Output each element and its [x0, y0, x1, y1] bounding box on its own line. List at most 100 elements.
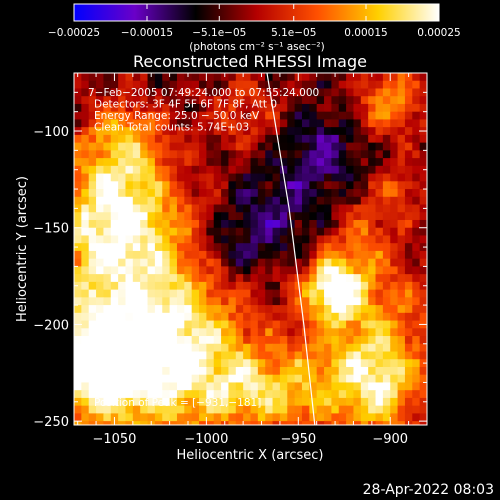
heatmap-cell: [235, 243, 244, 252]
heatmap-cell: [88, 250, 97, 260]
heatmap-cell: [243, 305, 251, 314]
heatmap-cell: [390, 80, 399, 89]
heatmap-cell: [140, 165, 149, 175]
heatmap-cell: [279, 142, 288, 151]
heatmap-cell: [243, 134, 251, 144]
heatmap-cell: [221, 328, 229, 337]
heatmap-cell: [213, 150, 222, 159]
heatmap-cell: [294, 289, 303, 298]
heatmap-cell: [221, 127, 229, 136]
heatmap-cell: [324, 219, 332, 229]
heatmap-cell: [74, 158, 82, 167]
heatmap-cell: [184, 405, 193, 414]
heatmap-cell: [250, 96, 259, 105]
heatmap-cell: [191, 343, 200, 353]
heatmap-cell: [118, 119, 126, 128]
heatmap-cell: [169, 80, 178, 89]
heatmap-cell: [338, 165, 347, 175]
heatmap-cell: [412, 181, 421, 190]
heatmap-cell: [184, 397, 193, 407]
heatmap-cell: [96, 382, 104, 391]
heatmap-cell: [397, 359, 406, 368]
heatmap-cell: [338, 219, 347, 229]
heatmap-cell: [199, 289, 207, 298]
heatmap-cell: [162, 119, 171, 128]
heatmap-cell: [294, 328, 303, 337]
heatmap-cell: [382, 96, 391, 105]
heatmap-cell: [206, 413, 215, 422]
heatmap-cell: [309, 227, 318, 236]
heatmap-cell: [404, 88, 413, 97]
heatmap-cell: [316, 173, 325, 182]
heatmap-cell: [397, 421, 406, 425]
heatmap-cell: [206, 119, 215, 128]
heatmap-cell: [176, 258, 185, 267]
heatmap-cell: [103, 80, 112, 89]
heatmap-cell: [184, 80, 193, 89]
heatmap-cell: [132, 359, 141, 368]
heatmap-cell: [346, 142, 354, 151]
heatmap-cell: [309, 212, 318, 221]
heatmap-cell: [110, 405, 119, 414]
heatmap-cell: [206, 397, 215, 407]
heatmap-cell: [228, 274, 237, 283]
heatmap-cell: [294, 250, 303, 260]
heatmap-cell: [147, 258, 156, 267]
heatmap-cell: [176, 212, 185, 221]
heatmap-cell: [228, 103, 237, 113]
heatmap-cell: [250, 111, 259, 120]
heatmap-cell: [412, 196, 421, 206]
heatmap-cell: [338, 297, 347, 306]
heatmap-cell: [419, 266, 427, 275]
heatmap-cell: [272, 134, 281, 144]
heatmap-cell: [88, 382, 97, 391]
heatmap-cell: [132, 312, 141, 322]
heatmap-cell: [279, 150, 288, 159]
heatmap-cell: [412, 235, 421, 244]
heatmap-cell: [228, 320, 237, 329]
heatmap-cell: [243, 173, 251, 182]
heatmap-cell: [382, 219, 391, 229]
heatmap-cell: [221, 343, 229, 353]
heatmap-cell: [272, 181, 281, 190]
heatmap-cell: [353, 397, 362, 407]
heatmap-cell: [382, 127, 391, 136]
heatmap-cell: [382, 165, 391, 175]
heatmap-cell: [88, 366, 97, 376]
heatmap-cell: [279, 421, 288, 425]
heatmap-cell: [162, 80, 171, 89]
heatmap-cell: [206, 336, 215, 345]
heatmap-cell: [191, 328, 200, 337]
heatmap-cell: [324, 127, 332, 136]
heatmap-cell: [169, 366, 178, 376]
heatmap-cell: [257, 165, 266, 175]
heatmap-cell: [199, 173, 207, 182]
heatmap-cell: [360, 173, 369, 182]
info-line: Energy Range: 25.0 − 50.0 keV: [94, 110, 260, 122]
heatmap-cell: [331, 227, 340, 236]
heatmap-cell: [257, 235, 266, 244]
heatmap-cell: [169, 250, 178, 260]
heatmap-cell: [125, 204, 134, 213]
heatmap-cell: [228, 281, 237, 291]
heatmap-cell: [169, 150, 178, 159]
heatmap-cell: [404, 204, 413, 213]
heatmap-cell: [257, 212, 266, 221]
heatmap-cell: [368, 413, 377, 422]
heatmap-cell: [132, 165, 141, 175]
heatmap-cell: [287, 366, 296, 376]
heatmap-cell: [96, 235, 104, 244]
heatmap-cell: [206, 150, 215, 159]
heatmap-cell: [162, 181, 171, 190]
heatmap-cell: [287, 343, 296, 353]
heatmap-cell: [162, 281, 171, 291]
heatmap-cell: [250, 297, 259, 306]
heatmap-cell: [154, 351, 163, 360]
heatmap-cell: [213, 227, 222, 236]
heatmap-cell: [382, 227, 391, 236]
heatmap-cell: [382, 397, 391, 407]
heatmap-cell: [191, 374, 200, 383]
heatmap-cell: [353, 413, 362, 422]
heatmap-cell: [390, 165, 399, 175]
heatmap-cell: [316, 73, 325, 82]
